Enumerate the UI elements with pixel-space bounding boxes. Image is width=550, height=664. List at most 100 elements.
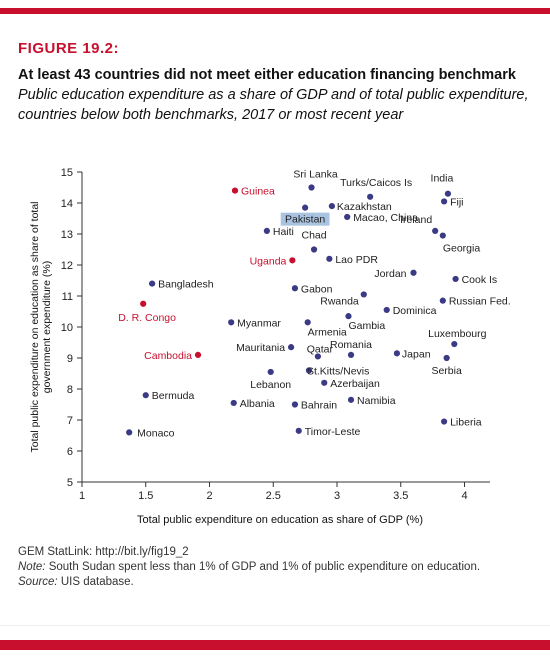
point-fiji	[441, 198, 447, 204]
x-tick-label: 2	[206, 490, 212, 502]
point-uganda	[289, 257, 295, 263]
point-label-luxembourg: Luxembourg	[428, 328, 487, 340]
y-tick-label: 11	[62, 291, 73, 303]
point-label-gabon: Gabon	[301, 283, 333, 295]
y-tick-label: 12	[61, 260, 73, 272]
point-label-rwanda: Rwanda	[320, 295, 359, 307]
point-label-bangladesh: Bangladesh	[158, 279, 214, 291]
point-gabon	[292, 285, 298, 291]
y-tick-label: 5	[67, 477, 73, 489]
point-bermuda	[143, 392, 149, 398]
point-d-r-congo	[140, 301, 146, 307]
point-label-turks-caicos-is: Turks/Caicos Is	[340, 177, 412, 189]
point-armenia	[305, 319, 311, 325]
point-label-lebanon: Lebanon	[250, 379, 291, 391]
point-lebanon	[268, 369, 274, 375]
point-label-bahrain: Bahrain	[301, 400, 337, 412]
point-haiti	[264, 228, 270, 234]
point-namibia	[348, 397, 354, 403]
point-serbia	[444, 355, 450, 361]
x-tick-label: 1.5	[138, 490, 153, 502]
point-lao-pdr	[326, 256, 332, 262]
bottom-divider	[0, 625, 550, 626]
point-romania	[348, 352, 354, 358]
y-tick-label: 6	[67, 446, 73, 458]
y-tick-label: 13	[61, 229, 73, 241]
point-russian-fed	[440, 298, 446, 304]
point-label-romania: Romania	[330, 339, 372, 351]
bottom-red-bar	[0, 640, 550, 650]
point-guinea	[232, 188, 238, 194]
y-tick-label: 10	[61, 322, 73, 334]
point-luxembourg	[451, 341, 457, 347]
top-red-bar	[0, 8, 550, 14]
point-label-monaco: Monaco	[137, 427, 175, 439]
point-label-cambodia: Cambodia	[144, 350, 192, 362]
point-label-uganda: Uganda	[250, 255, 287, 267]
point-label-cook-is: Cook Is	[462, 274, 498, 286]
x-tick-label: 3	[334, 490, 340, 502]
y-tick-label: 9	[67, 353, 73, 365]
point-label-chad: Chad	[301, 230, 326, 242]
source-label: Source:	[18, 576, 58, 588]
point-label-haiti: Haiti	[273, 226, 294, 238]
chart-marks: Sri Lanka Guinea Turks/Caicos Is India Fiji K…	[118, 169, 511, 440]
point-liberia	[441, 418, 447, 424]
point-label-armenia: Armenia	[308, 326, 347, 338]
point-georgia	[440, 232, 446, 238]
point-label-bermuda: Bermuda	[152, 390, 195, 402]
point-label-fiji: Fiji	[450, 196, 463, 208]
source-line: Source: UIS database.	[18, 575, 533, 590]
point-macao-china	[344, 214, 350, 220]
point-gambia	[345, 313, 351, 319]
point-mauritania	[288, 344, 294, 350]
point-label-liberia: Liberia	[450, 417, 482, 429]
point-pakistan	[302, 205, 308, 211]
y-tick-label: 14	[61, 198, 73, 210]
point-timor-leste	[296, 428, 302, 434]
note-text: South Sudan spent less than 1% of GDP an…	[49, 561, 480, 573]
y-tick-label: 7	[67, 415, 73, 427]
figure-subtitle: Public education expenditure as a share …	[18, 85, 533, 125]
source-text: UIS database.	[61, 576, 134, 588]
point-label-india: India	[431, 173, 454, 185]
y-axis-label-line2: government expenditure (%)	[41, 261, 53, 394]
x-tick-label: 1	[79, 490, 85, 502]
point-jordan	[410, 270, 416, 276]
note-line: Note: South Sudan spent less than 1% of …	[18, 560, 533, 575]
point-label-azerbaijan: Azerbaijan	[330, 378, 380, 390]
point-label-georgia: Georgia	[443, 243, 481, 255]
point-japan	[394, 350, 400, 356]
point-label-guinea: Guinea	[241, 186, 275, 198]
point-bangladesh	[149, 281, 155, 287]
point-label-namibia: Namibia	[357, 395, 396, 407]
point-label-pakistan: Pakistan	[285, 214, 325, 226]
point-label-japan: Japan	[402, 348, 431, 360]
x-axis-label: Total public expenditure on education as…	[137, 514, 423, 526]
point-sri-lanka	[308, 184, 314, 190]
note-label: Note:	[18, 561, 46, 573]
point-turks-caicos-is	[367, 194, 373, 200]
point-label-ireland: Ireland	[400, 214, 432, 226]
point-cook-is	[452, 276, 458, 282]
point-cambodia	[195, 352, 201, 358]
x-tick-label: 4	[461, 490, 467, 502]
point-label-russian-fed: Russian Fed.	[449, 296, 511, 308]
figure-footer: GEM StatLink: http://bit.ly/fig19_2 Note…	[18, 545, 533, 590]
point-label-mauritania: Mauritania	[236, 342, 285, 354]
point-label-lao-pdr: Lao PDR	[335, 254, 378, 266]
statlink-text: GEM StatLink: http://bit.ly/fig19_2	[18, 545, 533, 560]
point-label-timor-leste: Timor-Leste	[305, 426, 361, 438]
point-label-dominica: Dominica	[393, 305, 437, 317]
top-rule	[0, 0, 550, 22]
point-bahrain	[292, 401, 298, 407]
x-tick-label: 2.5	[266, 490, 281, 502]
point-rwanda	[361, 291, 367, 297]
point-label-albania: Albania	[240, 398, 275, 410]
point-ireland	[432, 228, 438, 234]
figure-header: FIGURE 19.2: At least 43 countries did n…	[18, 40, 533, 125]
point-label-st-kitts-nevis: St.Kitts/Nevis	[307, 365, 369, 377]
point-albania	[231, 400, 237, 406]
y-tick-label: 15	[61, 167, 73, 179]
point-label-serbia: Serbia	[431, 365, 462, 377]
